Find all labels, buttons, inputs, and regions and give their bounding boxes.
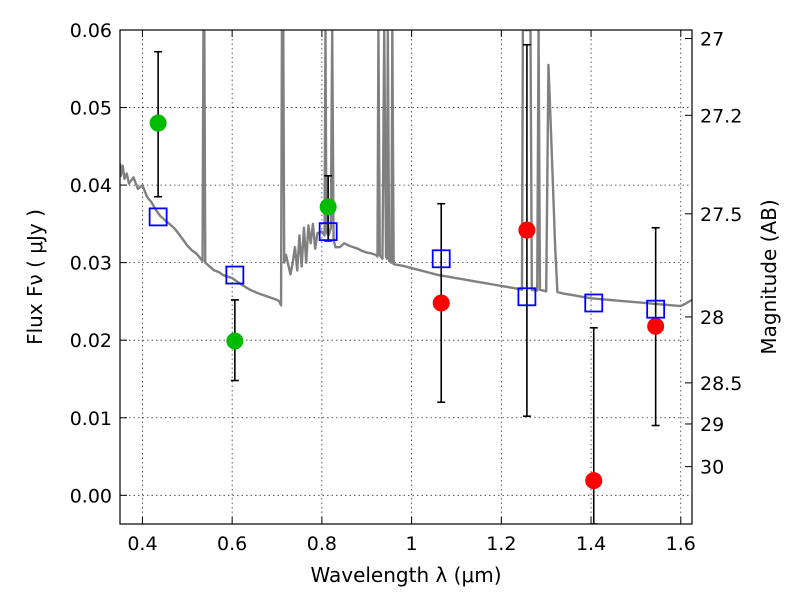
blue-model-square: [431, 249, 451, 269]
blue-model-square: [646, 299, 666, 319]
y-axis-title: Flux Fν ( μJy ): [23, 209, 47, 345]
green-data-point: [149, 114, 167, 132]
x-tick-label: 0.6: [217, 533, 247, 555]
x-tick-label: 1.4: [576, 533, 606, 555]
right-tick-label: 28.5: [700, 373, 742, 395]
x-axis-ticks: 0.4 0.6 0.8 1 1.2 1.4 1.6: [127, 30, 696, 555]
blue-model-square: [517, 287, 537, 307]
right-tick-label: 29: [700, 414, 724, 436]
y-tick-label: 0.03: [70, 253, 112, 275]
x-axis-title: Wavelength λ (μm): [310, 563, 501, 587]
right-tick-label: 28: [700, 307, 724, 329]
red-data-point: [432, 294, 450, 312]
red-data-point: [647, 317, 665, 335]
x-tick-label: 1.2: [486, 533, 516, 555]
blue-model-square: [225, 265, 245, 285]
y-tick-label: 0.04: [70, 175, 112, 197]
right-tick-label: 27.2: [700, 105, 742, 127]
y-axis-ticks: 0.00 0.01 0.02 0.03 0.04 0.05 0.06: [70, 20, 127, 507]
blue-model-square: [148, 207, 168, 227]
y-tick-label: 0.06: [70, 20, 112, 42]
blue-model-square: [318, 222, 338, 242]
y-tick-label: 0.01: [70, 408, 112, 430]
x-tick-label: 1.6: [666, 533, 696, 555]
right-tick-label: 27: [700, 29, 724, 51]
plot-frame: [119, 29, 693, 525]
plot-border: [119, 29, 693, 525]
x-tick-label: 1: [406, 533, 418, 555]
right-tick-label: 30: [700, 457, 724, 479]
plot-area: [120, 30, 692, 524]
y-tick-label: 0.00: [70, 485, 112, 507]
green-data-point: [319, 198, 337, 216]
right-axis-title: Magnitude (AB): [757, 199, 781, 354]
red-data-point: [585, 472, 603, 490]
x-tick-label: 0.8: [307, 533, 337, 555]
green-data-point: [226, 332, 244, 350]
model-spectrum-line: [120, 30, 692, 308]
right-tick-label: 27.5: [700, 204, 742, 226]
y-tick-label: 0.02: [70, 330, 112, 352]
right-axis-ticks: 27 27.2 27.5 28 28.5 29 30: [685, 29, 742, 479]
blue-model-square: [584, 293, 604, 313]
x-tick-label: 0.4: [127, 533, 157, 555]
y-tick-label: 0.05: [70, 98, 112, 120]
red-data-point: [518, 221, 536, 239]
